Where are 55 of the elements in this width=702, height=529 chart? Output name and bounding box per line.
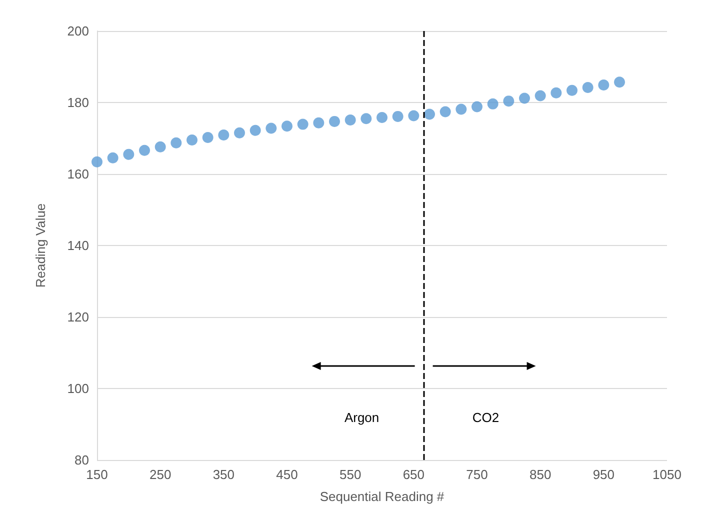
point	[456, 104, 467, 115]
x-tick-label: 550	[339, 467, 362, 482]
point	[408, 110, 420, 122]
x-axis-title: Sequential Reading #	[320, 489, 445, 504]
point	[139, 144, 150, 156]
x-tick-label: 250	[149, 467, 172, 482]
x-tick-label: 1050	[652, 467, 682, 482]
point	[234, 127, 245, 138]
point	[487, 98, 498, 110]
y-tick-label: 140	[67, 238, 89, 253]
annotation: Argon	[344, 410, 380, 425]
x-tick-label: 450	[276, 467, 298, 482]
point	[92, 156, 102, 168]
point	[440, 106, 451, 118]
x-tick-label: 850	[529, 467, 552, 482]
point	[266, 122, 277, 134]
point	[503, 96, 514, 107]
point	[534, 90, 546, 102]
point	[550, 87, 562, 98]
y-tick-label: 120	[67, 310, 89, 324]
x-tick-label: 650	[402, 467, 425, 482]
x-tick-label: 750	[466, 467, 488, 482]
point	[566, 84, 578, 96]
y-axis-title: Reading Value	[33, 203, 48, 288]
point	[614, 76, 625, 88]
point	[360, 113, 372, 124]
point	[519, 92, 530, 104]
y-tick-label: 180	[67, 95, 89, 110]
x-tick-label: 950	[592, 467, 615, 482]
point	[424, 108, 435, 120]
point	[123, 148, 134, 160]
point	[598, 79, 610, 90]
point	[282, 120, 292, 132]
y-tick-label: 200	[67, 24, 89, 38]
point	[376, 112, 388, 124]
point	[344, 114, 356, 126]
y-tick-label: 160	[67, 166, 89, 182]
point	[582, 82, 594, 93]
point	[250, 124, 261, 136]
point	[107, 152, 118, 164]
point	[154, 141, 166, 152]
point	[297, 118, 308, 130]
point	[170, 137, 182, 148]
point	[186, 134, 198, 146]
point	[392, 110, 404, 122]
annotation: CO2	[472, 410, 500, 425]
point	[329, 116, 340, 127]
x-tick-label: 150	[86, 467, 108, 482]
point	[472, 101, 482, 112]
point	[218, 130, 230, 141]
y-tick-label: 80	[74, 452, 89, 468]
x-tick-label: 350	[212, 467, 235, 482]
point	[313, 117, 324, 128]
y-tick-label: 100	[67, 381, 89, 396]
point	[202, 132, 214, 144]
